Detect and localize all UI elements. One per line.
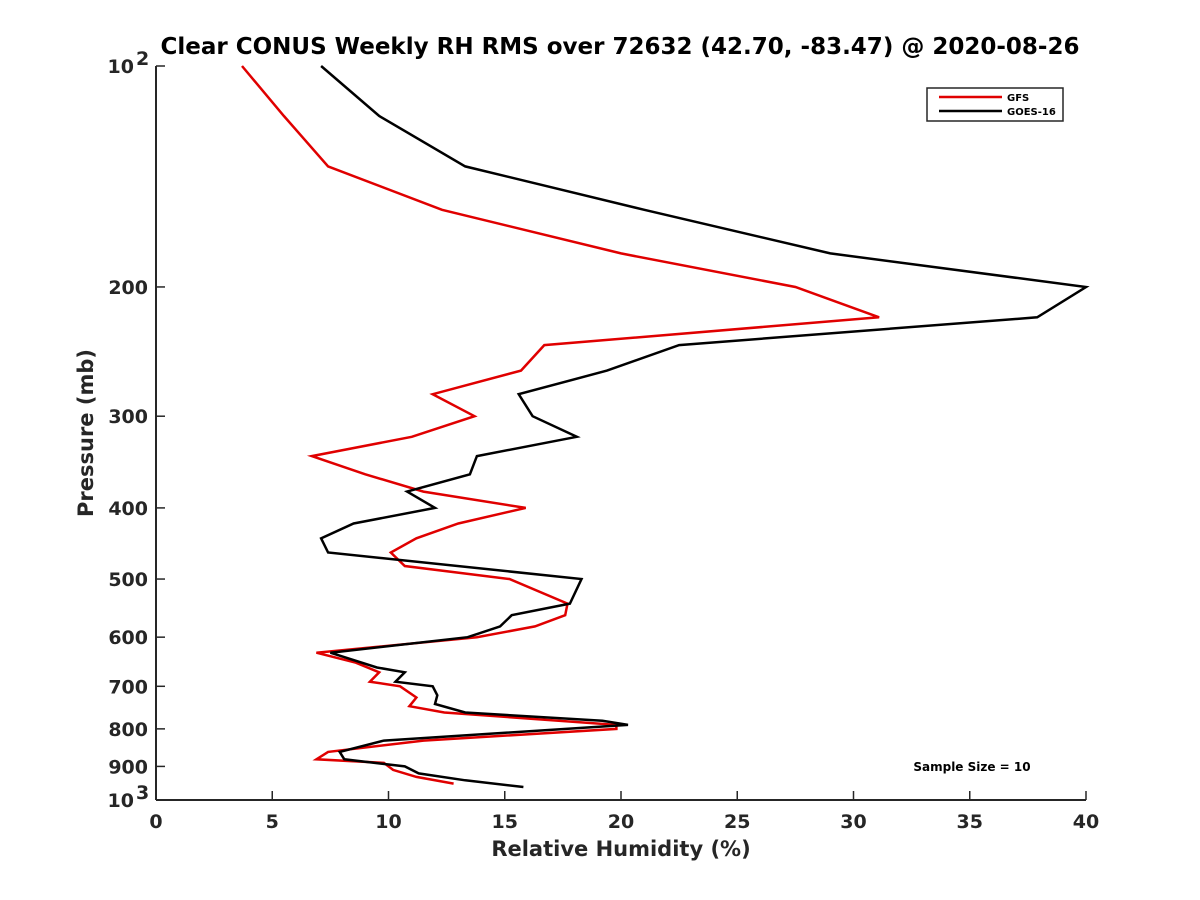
y-tick-exponent: 3 — [136, 782, 149, 804]
series-line-gfs — [241, 65, 880, 785]
y-tick-exponent: 2 — [136, 48, 149, 70]
x-tick-label: 40 — [1073, 811, 1099, 833]
x-tick-label: 5 — [266, 811, 279, 833]
series-layer — [241, 65, 1090, 789]
plot-area — [155, 66, 1086, 801]
x-tick-label: 35 — [957, 811, 983, 833]
x-tick-label: 20 — [608, 811, 634, 833]
x-axis-label: Relative Humidity (%) — [491, 837, 750, 861]
series-line-goes16 — [319, 65, 1090, 789]
y-tick-label: 10 — [108, 790, 134, 812]
x-tick-label: 0 — [149, 811, 162, 833]
x-axis-ticks: 0 5 10 15 20 25 30 35 40 — [149, 791, 1099, 833]
x-tick-label: 25 — [724, 811, 750, 833]
legend-label-gfs: GFS — [1007, 93, 1029, 104]
legend-box — [926, 87, 1064, 122]
x-tick-label: 30 — [840, 811, 866, 833]
y-tick-label: 700 — [108, 676, 148, 698]
y-tick-label: 200 — [108, 277, 148, 299]
legend: GFS GOES-16 — [926, 87, 1064, 122]
y-tick-label: 400 — [108, 498, 148, 520]
x-tick-label: 15 — [492, 811, 518, 833]
sample-size-annotation: Sample Size = 10 — [913, 760, 1030, 774]
x-tick-label: 10 — [375, 811, 401, 833]
y-tick-label: 10 — [108, 56, 134, 78]
y-axis-label: Pressure (mb) — [74, 349, 98, 517]
y-tick-label: 800 — [108, 719, 148, 741]
chart-title: Clear CONUS Weekly RH RMS over 72632 (42… — [161, 34, 1080, 60]
y-tick-label: 300 — [108, 406, 148, 428]
y-tick-label: 500 — [108, 569, 148, 591]
y-tick-label: 600 — [108, 627, 148, 649]
y-tick-label: 900 — [108, 756, 148, 778]
legend-label-goes16: GOES-16 — [1007, 107, 1056, 118]
